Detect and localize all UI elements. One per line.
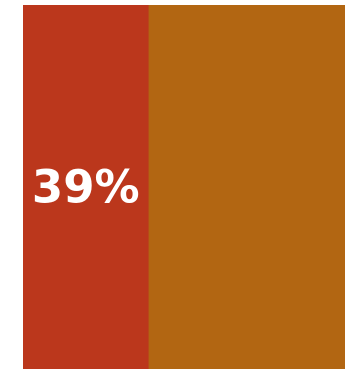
chart-labels: 39% [32, 161, 140, 214]
chart-segments [23, 5, 345, 369]
bar-segment-2 [148, 5, 345, 369]
segment-label-1: 39% [32, 161, 140, 214]
bar-segment-1 [23, 5, 150, 369]
